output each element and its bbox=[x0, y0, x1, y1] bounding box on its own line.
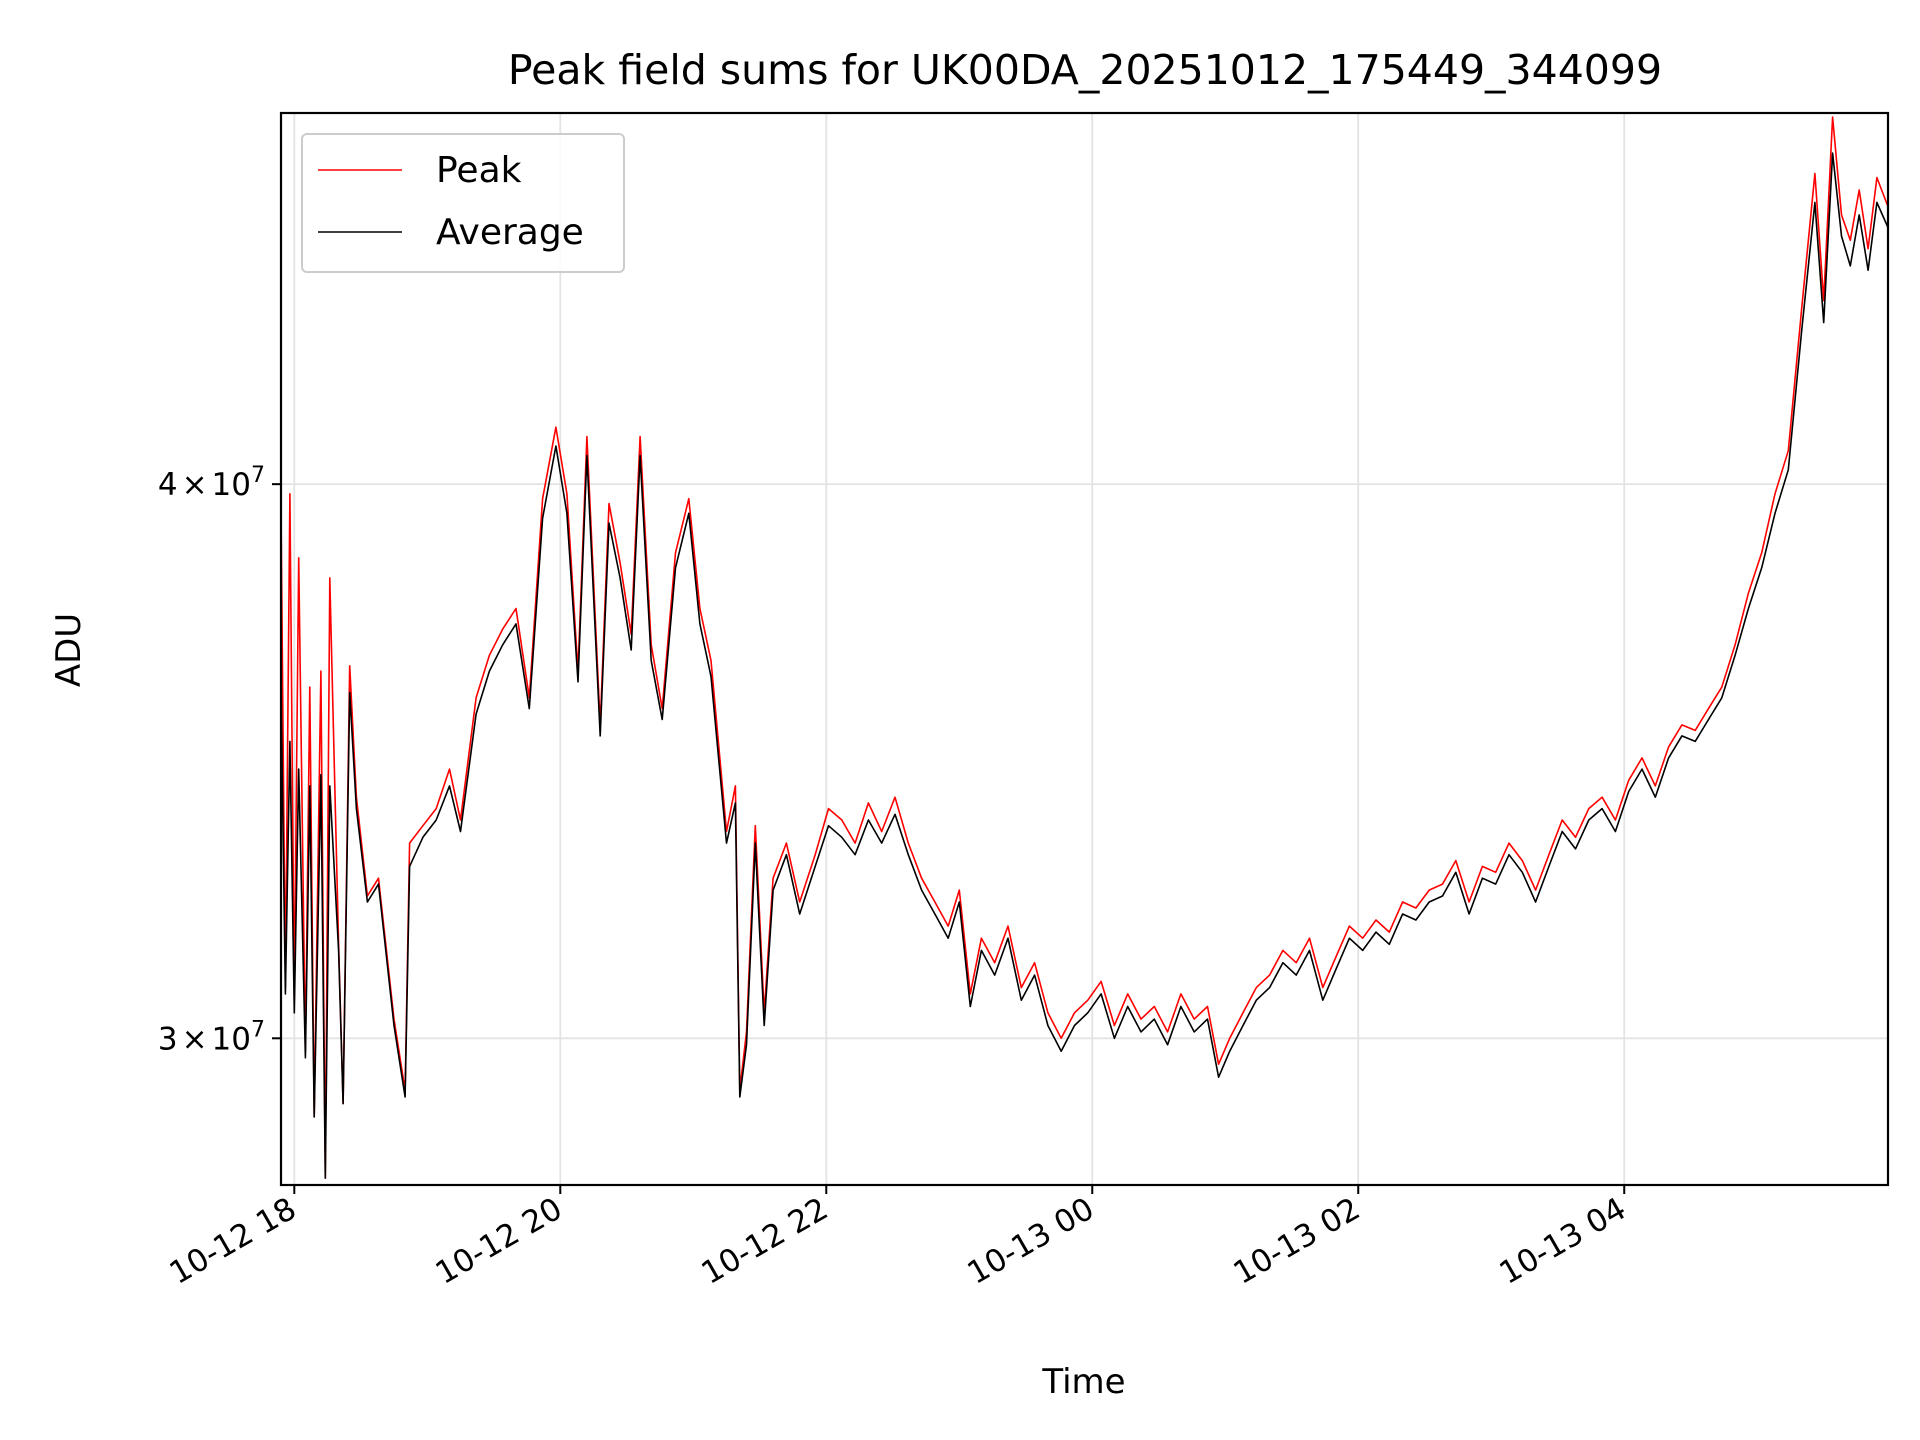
y-tick-label-ten: 10 bbox=[212, 467, 251, 503]
y-tick-label: 3 × 107 bbox=[158, 1017, 265, 1057]
plot-frame bbox=[279, 111, 1890, 1187]
y-tick-label-times: × bbox=[182, 1021, 208, 1057]
y-tick-label-base: 4 bbox=[158, 467, 178, 503]
legend-label-peak: Peak bbox=[436, 150, 522, 191]
y-tick-label-ten: 10 bbox=[212, 1021, 251, 1057]
legend-label-average: Average bbox=[436, 212, 584, 253]
x-axis-title: Time bbox=[1041, 1362, 1125, 1402]
y-tick-label-exp: 7 bbox=[251, 1017, 265, 1042]
legend: Peak Average bbox=[301, 133, 625, 273]
series-line-average bbox=[280, 152, 1889, 1179]
plot-series bbox=[280, 116, 1889, 1179]
y-tick-label-base: 3 bbox=[158, 1021, 178, 1057]
series-line-peak bbox=[280, 116, 1889, 1179]
chart-title: Peak field sums for UK00DA_20251012_1754… bbox=[508, 46, 1662, 94]
y-tick-label-exp: 7 bbox=[251, 463, 265, 488]
y-tick-label-times: × bbox=[182, 467, 208, 503]
y-tick-label: 4 × 107 bbox=[158, 463, 265, 503]
legend-box bbox=[301, 133, 625, 273]
y-axis-title: ADU bbox=[49, 613, 89, 687]
